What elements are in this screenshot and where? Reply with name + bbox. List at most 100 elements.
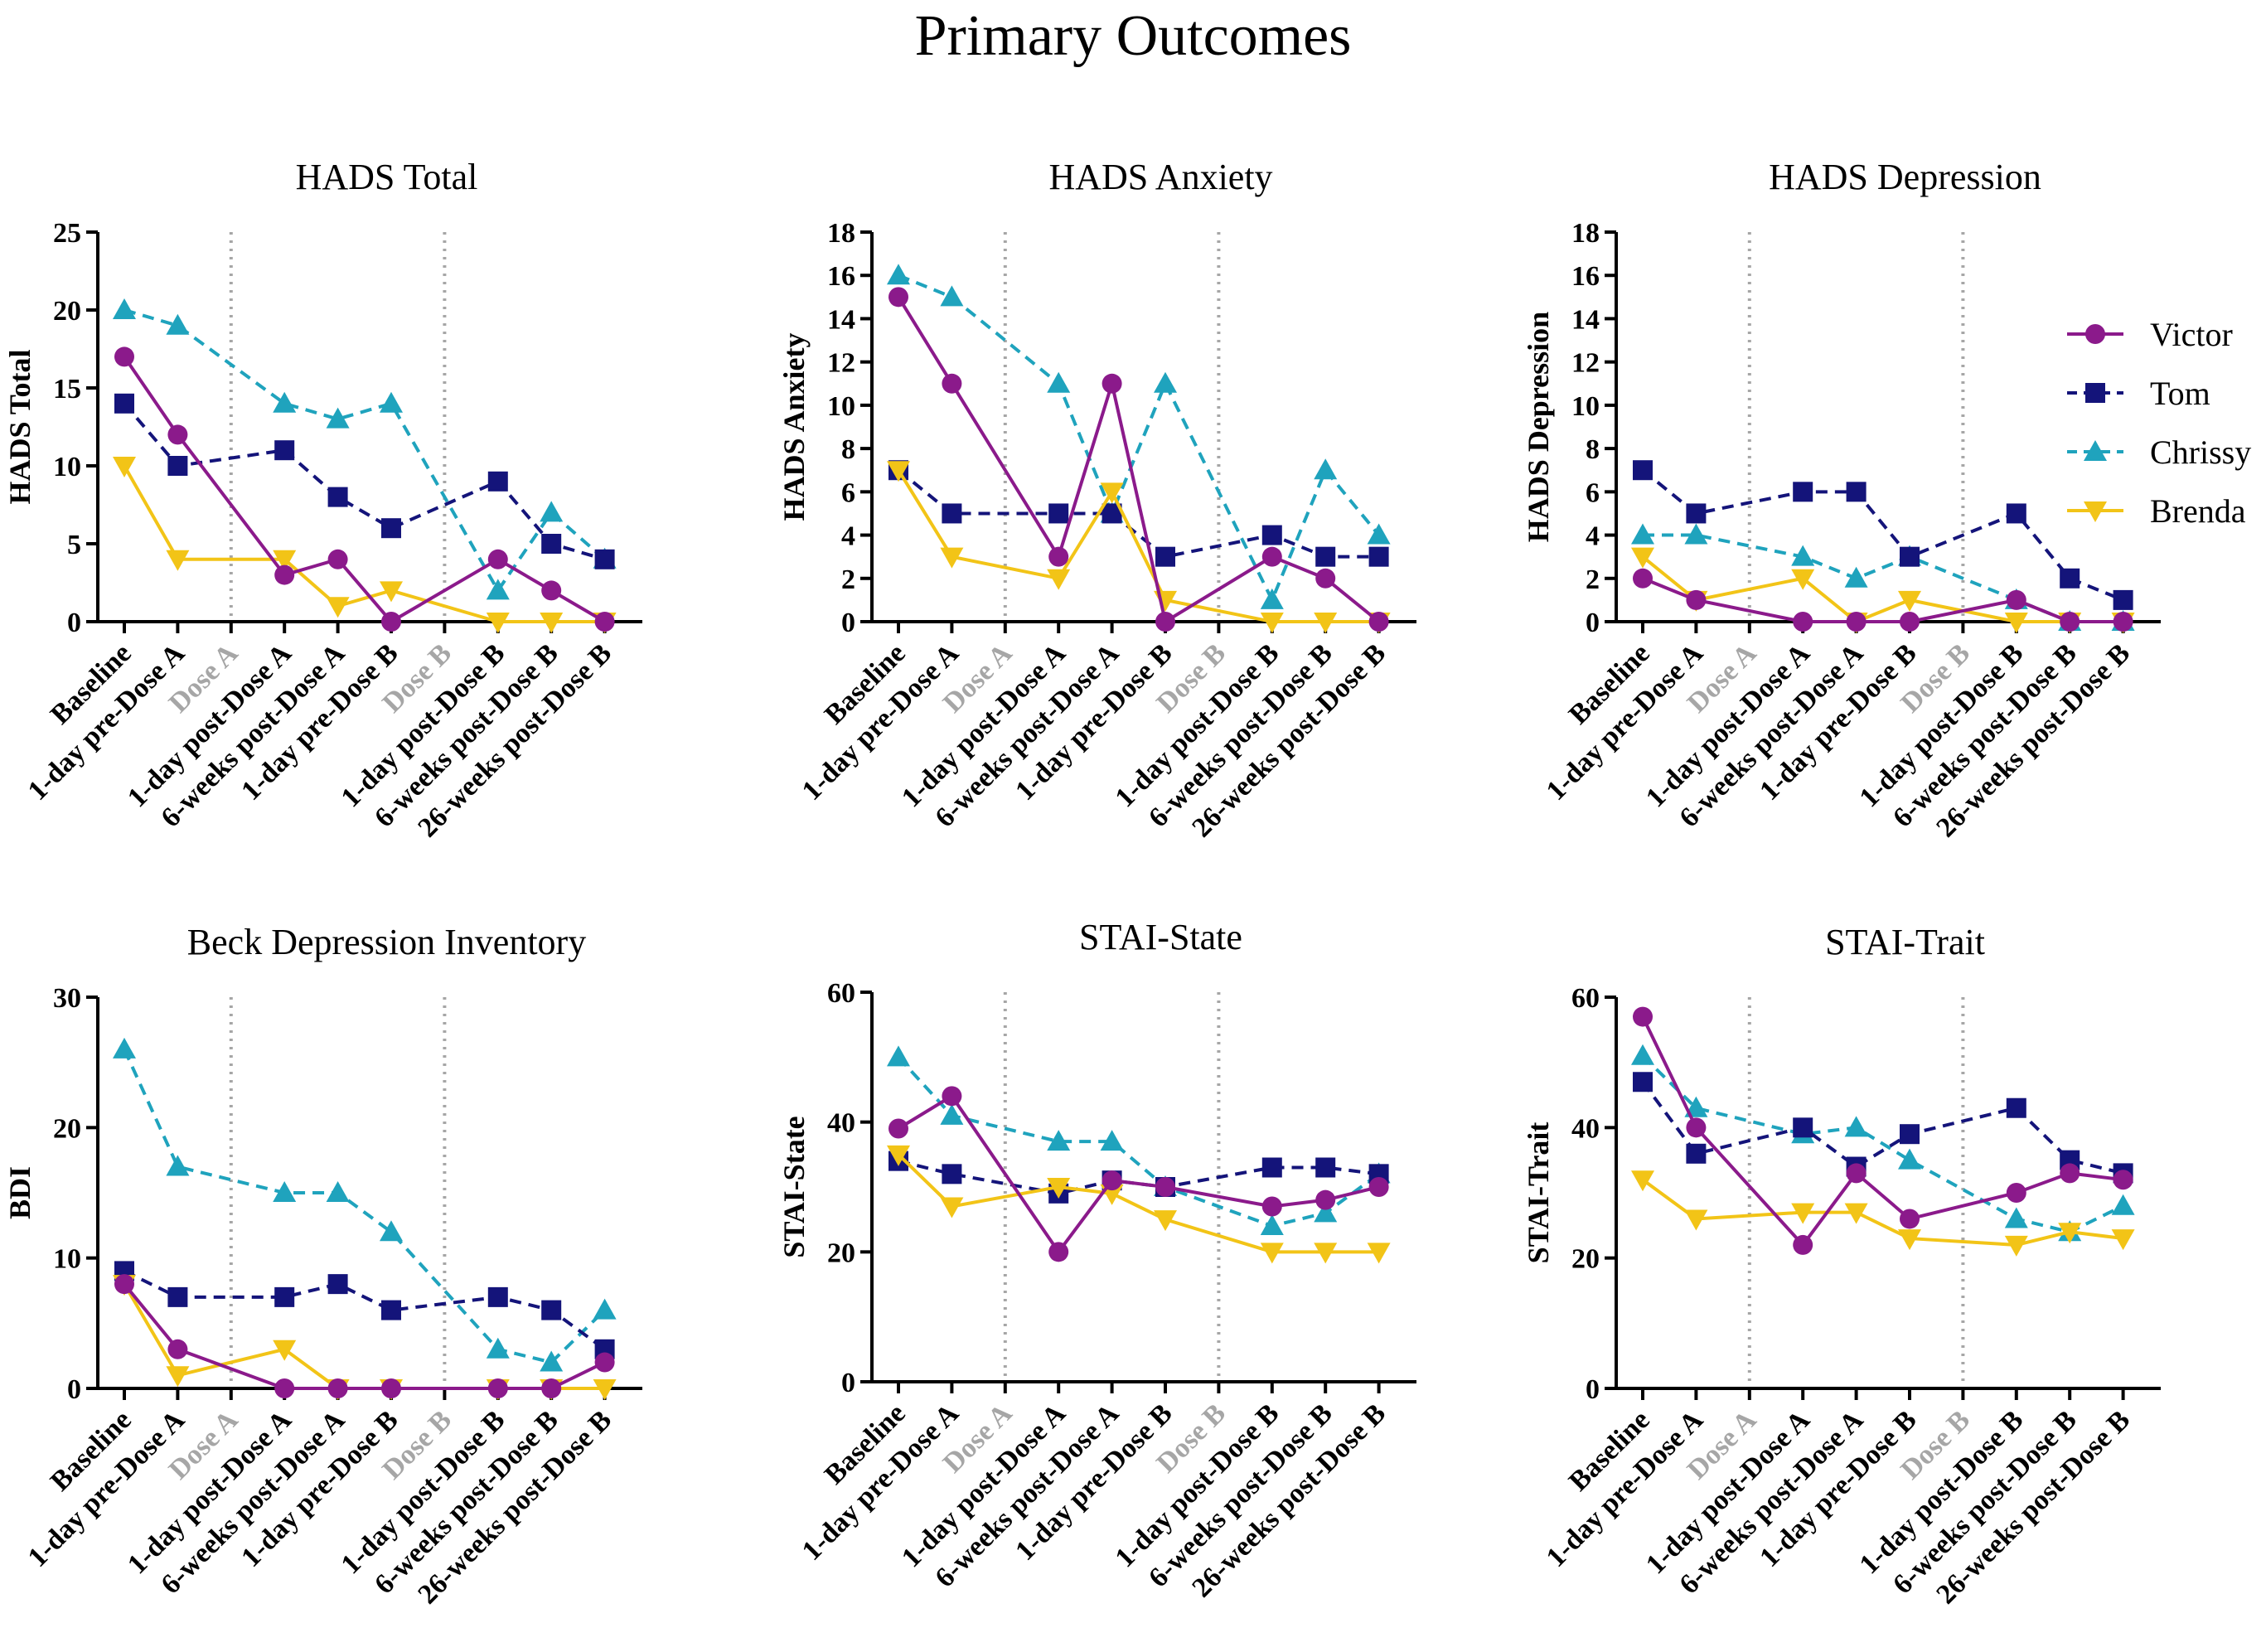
data-point [327, 1378, 348, 1398]
data-point [940, 1197, 964, 1218]
data-point [486, 579, 510, 600]
y-tick-label: 0 [841, 608, 855, 638]
data-point [887, 264, 910, 285]
series-victor [114, 1274, 615, 1398]
data-point [1844, 1116, 1868, 1137]
data-point [1631, 523, 1654, 545]
data-point [167, 1339, 188, 1359]
y-tick-label: 40 [1571, 1113, 1600, 1144]
legend-label: Chrissy [2150, 434, 2251, 471]
series-victor [1633, 1006, 2133, 1255]
data-point [274, 564, 295, 585]
data-point [273, 391, 297, 413]
y-tick-label: 18 [827, 218, 855, 249]
data-point [942, 1086, 962, 1107]
series-victor [888, 287, 1389, 632]
series-line [1641, 1178, 2123, 1247]
data-point [1633, 1006, 1653, 1027]
series-victor [1633, 568, 2133, 632]
series-tom [114, 393, 615, 569]
series-tom [1633, 1072, 2133, 1184]
data-point [594, 1352, 615, 1373]
series-line [123, 465, 605, 623]
data-point [1261, 546, 1282, 567]
data-point [1047, 1178, 1071, 1199]
data-point [593, 1379, 617, 1400]
series-line [123, 1283, 605, 1390]
data-point [1791, 569, 1815, 590]
series-line [897, 468, 1379, 559]
data-point [1844, 1203, 1868, 1224]
data-point [326, 407, 350, 429]
legend-label: Tom [2150, 375, 2210, 412]
series-line [897, 1153, 1379, 1254]
y-tick-label: 20 [53, 296, 81, 327]
data-point [381, 612, 401, 632]
data-point [273, 1181, 297, 1202]
y-tick-label: 0 [67, 1374, 81, 1405]
data-point [1155, 612, 1175, 632]
series-brenda [887, 461, 1391, 633]
y-tick-label: 0 [1586, 1374, 1600, 1405]
data-point [1368, 546, 1389, 567]
data-point [486, 1337, 510, 1359]
data-point [2058, 1223, 2082, 1244]
data-point [1314, 458, 1338, 480]
data-point [166, 1155, 190, 1176]
data-point [888, 1118, 908, 1139]
legend-marker [2085, 383, 2105, 403]
y-axis-label: STAI-State [777, 1116, 811, 1257]
y-tick-label: 12 [827, 348, 855, 379]
series-line [123, 308, 606, 594]
panel-title: HADS Anxiety [1048, 157, 1272, 197]
series-line [1642, 576, 2123, 623]
data-point [167, 424, 188, 445]
series-line [898, 274, 1381, 604]
data-point [1047, 569, 1071, 590]
data-point [1631, 1044, 1654, 1065]
data-point [273, 550, 297, 571]
y-tick-label: 20 [1571, 1244, 1600, 1275]
data-point [1793, 1117, 1813, 1138]
series-line [1641, 1015, 2123, 1248]
y-tick-label: 16 [827, 261, 855, 292]
series-line [123, 402, 606, 561]
data-point [1315, 568, 1336, 589]
series-tom [114, 1261, 615, 1359]
data-point [381, 518, 401, 539]
y-tick-label: 20 [827, 1238, 855, 1268]
data-point [2060, 568, 2080, 589]
data-point [2113, 589, 2133, 610]
data-point [594, 549, 615, 569]
data-point [1846, 612, 1867, 632]
panel-title: STAI-Trait [1825, 922, 1985, 962]
data-point [486, 613, 510, 633]
series-tom [888, 1151, 1389, 1204]
data-point [1631, 547, 1654, 569]
data-point [942, 503, 962, 524]
y-tick-label: 2 [841, 564, 855, 595]
series-line [1641, 1054, 2124, 1234]
data-point [1791, 545, 1815, 566]
legend-label: Brenda [2150, 492, 2246, 530]
y-axis-label: HADS Anxiety [777, 332, 811, 521]
panel-title: Beck Depression Inventory [187, 922, 586, 962]
data-point [2111, 1194, 2135, 1215]
data-point [1686, 589, 1707, 610]
y-tick-label: 8 [1586, 434, 1600, 465]
figure-title: Primary Outcomes [914, 4, 1352, 68]
y-tick-label: 0 [1586, 608, 1600, 638]
data-point [166, 313, 190, 335]
data-point [167, 1286, 188, 1307]
data-point [1102, 373, 1122, 394]
data-point [1260, 613, 1284, 633]
y-tick-label: 14 [827, 304, 855, 335]
data-point [113, 457, 136, 477]
data-point [593, 1298, 617, 1320]
y-tick-label: 15 [53, 374, 81, 405]
series-line [897, 469, 1379, 623]
y-tick-label: 10 [827, 391, 855, 422]
y-tick-label: 60 [1571, 983, 1600, 1014]
data-point [1047, 1130, 1071, 1151]
